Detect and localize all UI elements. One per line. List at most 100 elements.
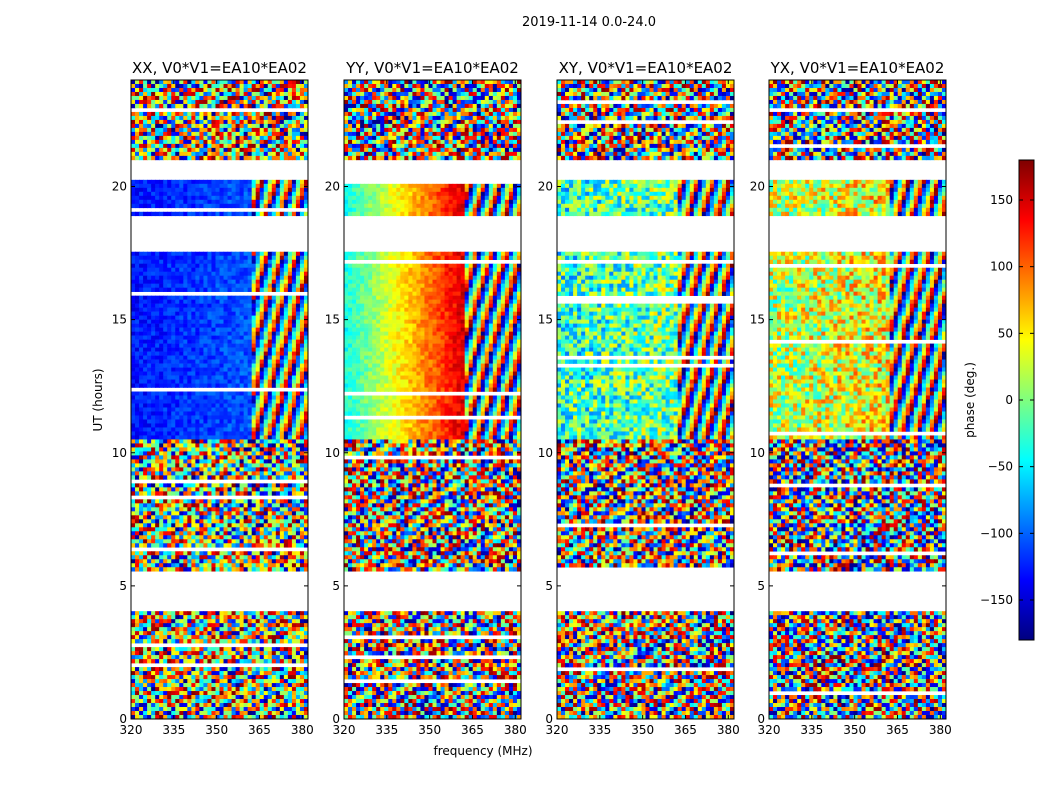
phase-cell [215,411,221,416]
phase-cell [139,655,144,660]
phase-cell [295,375,301,380]
phase-cell [303,383,308,388]
phase-cell [211,511,217,516]
phase-cell [215,423,221,428]
phase-cell [139,295,144,300]
phase-cell [199,123,205,129]
phase-cell [159,647,164,652]
phase-cell [247,639,253,644]
phase-cell [263,523,269,528]
phase-cell [199,119,205,125]
phase-cell [251,459,257,464]
phase-cell [199,447,205,452]
phase-cell [211,255,217,261]
phase-cell [279,427,285,432]
phase-cell [223,483,229,488]
phase-cell [135,455,140,460]
phase-cell [155,335,160,340]
phase-cell [275,491,281,496]
phase-cell [171,399,176,404]
phase-cell [167,283,172,288]
phase-cell [143,379,148,384]
phase-cell [263,191,269,197]
phase-cell [299,551,305,556]
phase-cell [187,251,192,257]
phase-cell [275,475,281,480]
phase-cell [219,295,225,300]
phase-cell [267,183,273,189]
phase-cell [207,419,213,424]
phase-cell [191,383,196,388]
phase-cell [171,555,176,560]
phase-cell [267,555,273,560]
phase-cell [159,139,164,145]
phase-cell [203,379,209,384]
phase-cell [283,507,289,512]
phase-cell [251,103,257,109]
phase-cell [259,507,265,512]
phase-cell [199,647,205,652]
phase-cell [163,627,168,632]
phase-cell [207,115,213,121]
phase-cell [283,263,289,268]
phase-cell [235,375,241,380]
phase-cell [195,371,200,376]
phase-cell [203,515,209,520]
phase-cell [247,87,253,93]
phase-cell [179,179,184,185]
phase-cell [215,203,221,209]
phase-cell [231,523,237,528]
phase-cell [151,615,156,620]
phase-cell [239,115,245,121]
phase-cell [207,359,213,364]
phase-cell [243,431,249,436]
phase-cell [187,339,192,344]
phase-cell [195,499,200,504]
phase-cell [279,251,285,257]
phase-cell [247,95,253,101]
phase-cell [283,631,289,636]
phase-cell [139,127,144,133]
phase-cell [183,379,188,384]
phase-cell [243,555,249,560]
phase-cell [159,143,164,149]
phase-cell [151,543,156,548]
phase-cell [291,259,297,265]
phase-cell [151,259,156,265]
phase-cell [139,507,144,512]
phase-cell [203,391,209,396]
phase-cell [195,327,200,332]
phase-cell [227,567,233,572]
phase-cell [195,519,200,524]
phase-cell [159,123,164,129]
phase-cell [171,635,176,640]
phase-cell [251,611,257,616]
phase-cell [267,155,273,161]
phase-cell [287,363,293,368]
phase-cell [243,143,249,149]
phase-cell [131,639,136,644]
phase-cell [175,315,180,320]
phase-cell [267,307,273,312]
phase-cell [251,199,257,205]
phase-cell [155,619,160,624]
phase-cell [195,631,200,636]
phase-cell [155,423,160,428]
phase-cell [139,131,144,137]
phase-cell [171,315,176,320]
phase-cell [215,191,221,197]
phase-cell [151,443,156,448]
phase-cell [303,503,308,508]
phase-cell [143,411,148,416]
phase-cell [175,411,180,416]
phase-cell [203,323,209,328]
phase-cell [159,355,164,360]
phase-cell [175,251,180,257]
phase-cell [131,499,136,504]
phase-cell [243,623,249,628]
phase-cell [259,103,265,109]
phase-cell [295,295,301,300]
phase-cell [167,359,172,364]
phase-cell [211,487,217,492]
phase-cell [215,299,221,304]
